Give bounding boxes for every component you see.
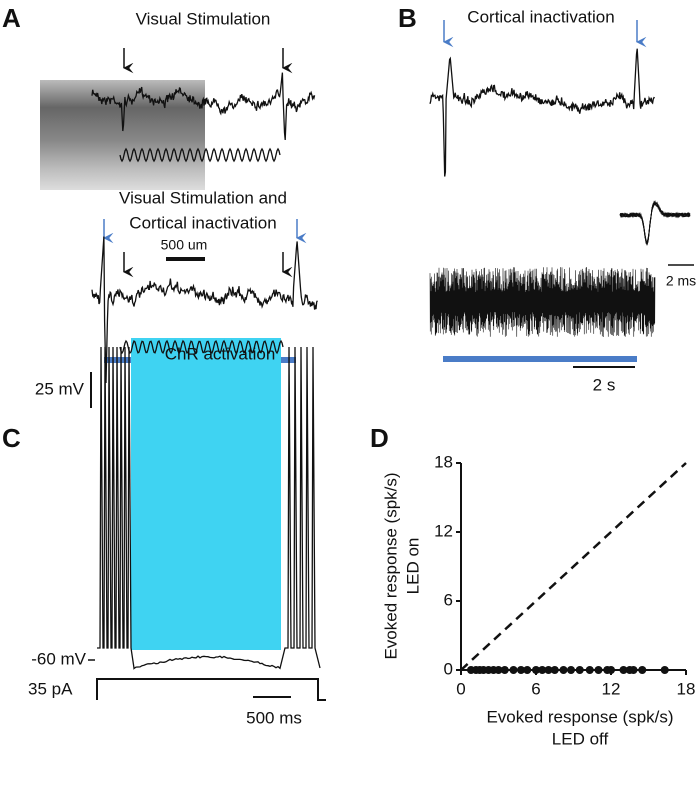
y-axis-label: Evoked response (spk/s) — [381, 472, 400, 659]
x-axis-label: LED off — [552, 729, 609, 748]
spike-waveform — [619, 200, 691, 245]
point — [629, 666, 638, 674]
spike-waveform — [620, 200, 691, 245]
raw-recording — [429, 266, 656, 338]
scale-label: 2 ms — [666, 273, 696, 289]
point — [594, 666, 603, 674]
y-tick-label: 12 — [434, 521, 453, 540]
trace — [91, 236, 318, 384]
point — [500, 666, 509, 674]
unity-line — [460, 462, 687, 671]
y-tick-label: 18 — [434, 452, 453, 471]
point — [585, 666, 594, 674]
scale-label: 2 s — [593, 375, 616, 394]
panel-title: Visual Stimulation — [136, 9, 271, 28]
panel-label: A — [2, 3, 21, 33]
x-tick-label: 12 — [602, 679, 621, 698]
panel-title: Cortical inactivation — [129, 213, 276, 232]
scale-label: 25 mV — [35, 379, 85, 398]
traces — [91, 48, 691, 670]
point — [509, 666, 518, 674]
point — [567, 666, 575, 674]
current-step — [96, 678, 326, 701]
x-axis-label: Evoked response (spk/s) — [486, 707, 673, 726]
stim-window — [131, 338, 281, 650]
x-tick-label: 18 — [677, 679, 696, 698]
point — [517, 666, 525, 674]
trace — [91, 72, 316, 141]
x-tick-label: 6 — [531, 679, 540, 698]
point — [607, 666, 615, 674]
current-label: 35 pA — [28, 679, 73, 698]
blue-arrows — [102, 20, 647, 244]
point — [619, 666, 628, 674]
scale-label: 500 ms — [246, 708, 302, 727]
panel-label: C — [2, 423, 21, 453]
spike-waveform — [619, 203, 691, 244]
led-bar — [443, 356, 637, 362]
panel-label: D — [370, 423, 389, 453]
baseline-label: -60 mV — [31, 649, 86, 668]
y-tick-label: 0 — [444, 659, 453, 678]
point — [494, 666, 503, 674]
spike-waveform — [619, 201, 691, 243]
arrows — [122, 48, 293, 278]
spike-waveform — [619, 200, 691, 244]
spike-waveform — [619, 202, 691, 246]
point — [638, 666, 647, 674]
point — [538, 666, 547, 674]
scale-label: 500 um — [161, 237, 208, 253]
membrane-trace — [97, 346, 321, 670]
histology-image — [40, 80, 205, 190]
spike-waveform — [620, 201, 691, 243]
y-tick-label: 6 — [444, 590, 453, 609]
x-tick-label: 0 — [456, 679, 465, 698]
trace — [429, 48, 655, 177]
stimulus-wave — [119, 339, 284, 355]
point — [575, 666, 584, 674]
point — [532, 666, 540, 674]
spike-waveform — [619, 202, 691, 246]
panel-label: B — [398, 3, 417, 33]
point — [544, 666, 553, 674]
point — [523, 666, 532, 674]
point — [559, 666, 568, 674]
y-axis-label: LED on — [403, 538, 422, 595]
point — [550, 666, 559, 674]
stimulus-wave — [119, 147, 281, 163]
panel-title: Cortical inactivation — [467, 7, 614, 26]
point — [660, 666, 669, 674]
panel-title: Visual Stimulation and — [119, 188, 287, 207]
